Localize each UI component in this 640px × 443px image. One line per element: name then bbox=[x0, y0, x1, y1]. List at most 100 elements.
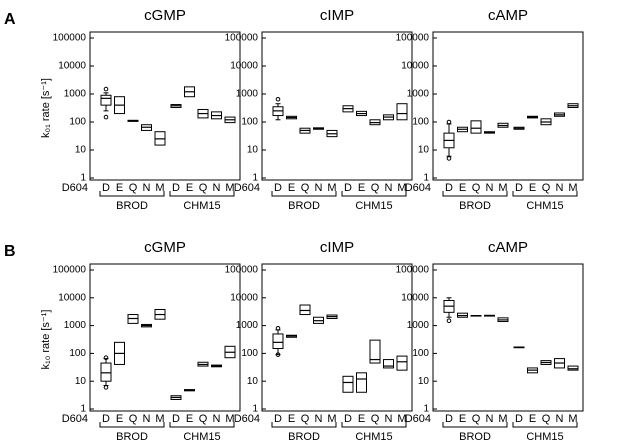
x-tick-label: N bbox=[486, 182, 494, 194]
y-tick-label: 100 bbox=[241, 348, 258, 359]
box bbox=[272, 333, 284, 350]
group-bracket bbox=[271, 422, 337, 428]
x-tick-label: M bbox=[498, 182, 507, 194]
x-tick-label: M bbox=[397, 182, 406, 194]
chart-title: cGMP bbox=[144, 7, 186, 24]
x-tick-label: Q bbox=[371, 413, 380, 425]
x-tick-label: E bbox=[529, 413, 536, 425]
group-bracket bbox=[341, 422, 407, 428]
x-tick-label: D bbox=[515, 182, 523, 194]
x-tick-label: D bbox=[274, 182, 282, 194]
outlier bbox=[103, 355, 109, 361]
x-tick-label: D bbox=[344, 182, 352, 194]
group-label: CHM15 bbox=[526, 200, 563, 212]
x-tick-label: Q bbox=[301, 182, 310, 194]
x-tick-label: D bbox=[445, 413, 453, 425]
plot-frame bbox=[261, 263, 413, 412]
x-tick-label: M bbox=[568, 182, 577, 194]
x-tick-label: N bbox=[213, 182, 221, 194]
group-label: CHM15 bbox=[355, 200, 392, 212]
group-label: BROD bbox=[459, 431, 491, 443]
y-tick-label: 100000 bbox=[396, 33, 430, 44]
y-tick-label: 100 bbox=[412, 348, 429, 359]
group-label: BROD bbox=[288, 200, 320, 212]
box bbox=[342, 375, 354, 393]
chart-title: cAMP bbox=[488, 7, 528, 24]
y-tick-label: 100000 bbox=[225, 265, 259, 276]
x-tick-label: Q bbox=[371, 182, 380, 194]
x-prefix-label: D604 bbox=[405, 182, 431, 194]
box bbox=[383, 359, 394, 369]
y-tick-label: 1000 bbox=[407, 89, 430, 100]
x-tick-label: E bbox=[116, 413, 123, 425]
outlier bbox=[446, 119, 452, 125]
x-tick-label: M bbox=[155, 413, 164, 425]
y-tick-label: 1000 bbox=[64, 320, 87, 331]
x-prefix-label: D604 bbox=[234, 182, 260, 194]
x-tick-label: Q bbox=[199, 413, 208, 425]
chart-title: cIMP bbox=[320, 239, 354, 256]
y-tick-label: 10000 bbox=[401, 61, 429, 72]
x-tick-label: D bbox=[172, 413, 180, 425]
outlier bbox=[446, 156, 452, 161]
x-tick-label: Q bbox=[199, 182, 208, 194]
y-tick-label: 100 bbox=[69, 117, 86, 128]
x-tick-label: Q bbox=[472, 413, 481, 425]
x-tick-label: E bbox=[459, 413, 466, 425]
group-bracket bbox=[99, 191, 165, 197]
y-tick-label: 10000 bbox=[230, 292, 258, 303]
y-tick-label: 100 bbox=[412, 117, 429, 128]
x-tick-label: Q bbox=[129, 182, 138, 194]
group-label: CHM15 bbox=[526, 431, 563, 443]
plot-frame bbox=[89, 263, 241, 412]
group-bracket bbox=[169, 422, 235, 428]
x-tick-label: D bbox=[102, 413, 110, 425]
x-tick-label: E bbox=[358, 413, 365, 425]
group-label: CHM15 bbox=[183, 200, 220, 212]
y-tick-label: 10 bbox=[247, 145, 259, 156]
chart-title: cAMP bbox=[488, 239, 528, 256]
y-tick-label: 10 bbox=[418, 145, 430, 156]
y-tick-label: 100000 bbox=[53, 265, 87, 276]
group-bracket bbox=[442, 422, 508, 428]
y-tick-label: 1000 bbox=[236, 89, 259, 100]
y-tick-label: 1000 bbox=[236, 320, 259, 331]
x-prefix-label: D604 bbox=[234, 413, 260, 425]
y-tick-label: 1 bbox=[423, 404, 429, 415]
x-tick-label: E bbox=[459, 182, 466, 194]
x-tick-label: D bbox=[515, 413, 523, 425]
group-label: BROD bbox=[288, 431, 320, 443]
y-tick-label: 100000 bbox=[225, 33, 259, 44]
x-tick-label: N bbox=[143, 413, 151, 425]
outlier bbox=[275, 96, 281, 102]
x-tick-label: Q bbox=[542, 413, 551, 425]
x-tick-label: M bbox=[498, 413, 507, 425]
group-label: BROD bbox=[116, 431, 148, 443]
outlier bbox=[275, 352, 281, 357]
y-tick-label: 10000 bbox=[58, 61, 86, 72]
y-tick-label: 100000 bbox=[396, 265, 430, 276]
x-tick-label: D bbox=[344, 413, 352, 425]
y-axis-label: k₁₀ rate [s⁻¹] bbox=[40, 310, 52, 370]
y-tick-label: 10 bbox=[75, 145, 87, 156]
y-axis-label: k₀₁ rate [s⁻¹] bbox=[40, 78, 52, 138]
y-tick-label: 1 bbox=[423, 173, 429, 184]
box bbox=[567, 365, 579, 371]
group-label: CHM15 bbox=[183, 431, 220, 443]
x-tick-label: E bbox=[288, 413, 295, 425]
plot-frame bbox=[89, 31, 241, 181]
outlier bbox=[275, 325, 281, 331]
group-bracket bbox=[442, 191, 508, 197]
x-tick-label: M bbox=[327, 182, 336, 194]
chart-title: cIMP bbox=[320, 7, 354, 24]
group-bracket bbox=[512, 422, 578, 428]
y-tick-label: 10000 bbox=[230, 61, 258, 72]
y-tick-label: 1000 bbox=[407, 320, 430, 331]
group-label: CHM15 bbox=[355, 431, 392, 443]
x-tick-label: N bbox=[556, 413, 564, 425]
x-tick-label: D bbox=[274, 413, 282, 425]
y-tick-label: 100000 bbox=[53, 33, 87, 44]
chart-title: cGMP bbox=[144, 239, 186, 256]
y-tick-label: 1000 bbox=[64, 89, 87, 100]
